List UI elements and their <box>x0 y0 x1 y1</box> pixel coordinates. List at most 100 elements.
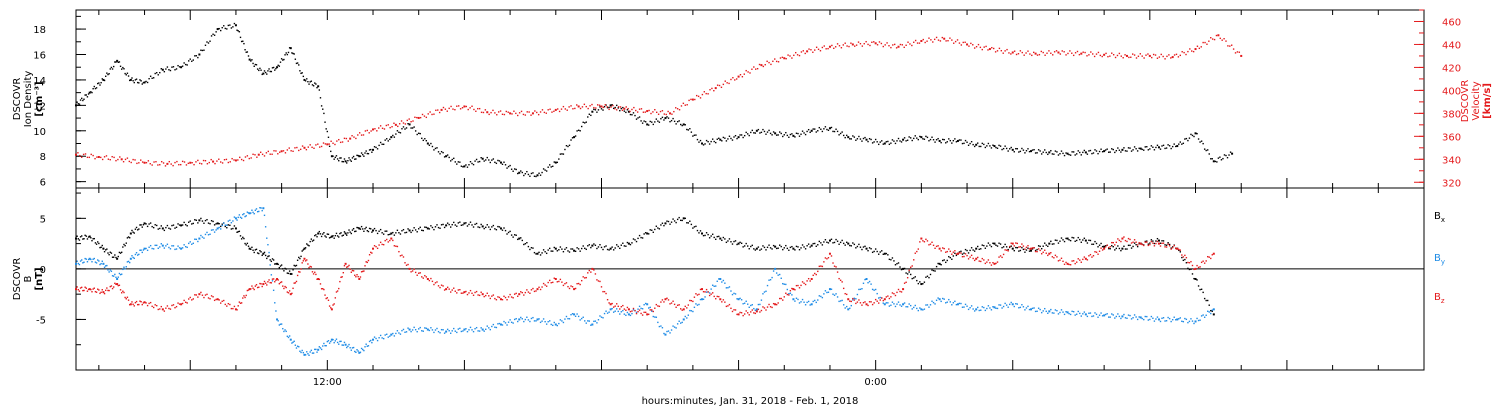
data-point-interp <box>1074 154 1076 156</box>
data-point-interp <box>503 227 505 229</box>
data-point-interp <box>157 308 159 311</box>
data-point-interp <box>1127 314 1130 316</box>
data-point-interp <box>156 304 158 307</box>
data-point-interp <box>1076 153 1078 155</box>
data-point-interp <box>721 239 723 242</box>
data-point-interp <box>899 304 901 306</box>
data-point-interp <box>981 244 983 246</box>
data-point-interp <box>803 301 805 303</box>
data-point-interp <box>538 318 540 320</box>
data-point-interp <box>238 214 241 216</box>
data-point-interp <box>614 247 616 249</box>
data-point-interp <box>882 302 884 304</box>
data-point-interp <box>619 109 621 112</box>
data-point-interp <box>830 238 833 240</box>
data-point-interp <box>451 330 453 332</box>
data-point-interp <box>355 276 357 278</box>
data-point-interp <box>1015 242 1017 244</box>
data-point-interp <box>757 246 760 248</box>
data-point-interp <box>330 236 332 238</box>
data-point-interp <box>1175 145 1177 148</box>
data-point-interp <box>718 295 720 298</box>
data-point-interp <box>362 134 365 136</box>
data-point <box>1217 34 1220 37</box>
data-point-interp <box>970 140 973 143</box>
data-point-interp <box>1013 305 1015 308</box>
data-point-interp <box>788 249 790 251</box>
data-point-interp <box>654 121 656 123</box>
data-point-interp <box>497 323 499 325</box>
data-point-interp <box>242 213 244 216</box>
data-point <box>938 298 941 301</box>
data-point-interp <box>152 248 155 250</box>
data-point-interp <box>120 251 123 254</box>
data-point-interp <box>340 276 342 279</box>
data-point-interp <box>855 139 857 141</box>
data-point <box>129 78 132 81</box>
data-point-interp <box>343 341 346 344</box>
data-point-interp <box>552 281 554 284</box>
data-point <box>737 136 740 139</box>
data-point-interp <box>821 244 824 246</box>
data-point-interp <box>899 140 901 142</box>
data-point-interp <box>929 138 932 141</box>
data-point-interp <box>935 139 938 141</box>
data-point-interp <box>821 265 824 268</box>
data-point-interp <box>1196 264 1198 267</box>
data-point-interp <box>661 222 664 224</box>
data-point-interp <box>477 294 479 296</box>
data-point-interp <box>206 41 208 43</box>
data-point <box>1139 242 1142 245</box>
data-point-interp <box>204 159 207 162</box>
data-point-interp <box>559 319 562 321</box>
data-point-interp <box>159 71 161 74</box>
data-point-interp <box>114 254 116 256</box>
data-point-interp <box>678 320 680 322</box>
data-point-interp <box>823 45 825 47</box>
data-point-interp <box>1060 309 1063 311</box>
data-point-interp <box>900 291 903 293</box>
data-point-interp <box>302 249 305 251</box>
data-point <box>349 137 352 140</box>
data-point-interp <box>1036 248 1038 251</box>
data-point <box>198 53 201 56</box>
data-point-interp <box>725 140 728 142</box>
data-point-interp <box>366 230 369 232</box>
data-point-interp <box>857 41 860 43</box>
data-point-interp <box>311 146 313 149</box>
data-point-interp <box>733 309 735 311</box>
data-point-interp <box>541 171 543 174</box>
data-point-interp <box>999 255 1002 257</box>
data-point-interp <box>422 139 424 142</box>
data-point-interp <box>564 282 566 285</box>
data-point-interp <box>242 159 245 162</box>
data-point-interp <box>605 310 607 312</box>
data-point-interp <box>1088 239 1090 242</box>
data-point-interp <box>896 263 898 265</box>
data-point-interp <box>168 246 170 249</box>
data-point-interp <box>617 305 619 308</box>
data-point-interp <box>917 138 920 141</box>
data-point <box>774 245 777 248</box>
data-point-interp <box>632 238 635 240</box>
data-point-interp <box>731 310 734 313</box>
data-point-interp <box>686 307 688 309</box>
data-point-interp <box>521 291 523 294</box>
data-point-interp <box>914 135 916 137</box>
data-point-interp <box>772 270 775 272</box>
data-point-interp <box>1202 314 1204 316</box>
data-point-interp <box>552 324 554 327</box>
data-point-interp <box>405 331 408 333</box>
data-point-interp <box>382 143 385 146</box>
data-point-interp <box>471 292 473 294</box>
data-point-interp <box>716 280 718 282</box>
data-point-interp <box>1141 148 1143 151</box>
data-point <box>499 298 502 301</box>
data-point-interp <box>154 224 156 226</box>
data-point-interp <box>532 172 534 174</box>
data-point-interp <box>1021 51 1023 54</box>
data-point-interp <box>335 232 338 235</box>
data-point-interp <box>817 130 819 132</box>
data-point-interp <box>648 124 650 126</box>
data-point-interp <box>469 221 472 223</box>
